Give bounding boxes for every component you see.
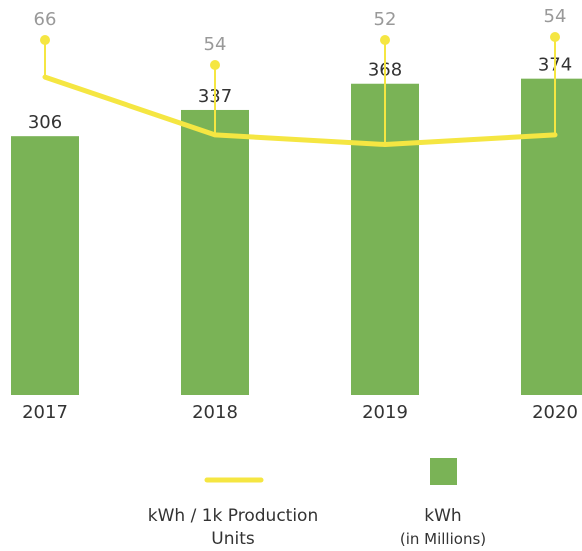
line bbox=[42, 74, 558, 148]
bar bbox=[521, 78, 582, 395]
x-tick-label: 2019 bbox=[362, 402, 408, 423]
x-tick-label: 2020 bbox=[532, 402, 578, 423]
line-value-label: 54 bbox=[544, 6, 567, 27]
bar bbox=[181, 109, 249, 395]
x-tick-label: 2017 bbox=[22, 402, 68, 423]
legend-bar-name: kWh bbox=[424, 506, 462, 526]
line-value-label: 52 bbox=[374, 9, 397, 30]
line-value-label: 66 bbox=[34, 9, 57, 30]
bar-value-label: 306 bbox=[28, 112, 62, 133]
bar bbox=[11, 136, 79, 395]
line-pin-dot bbox=[40, 35, 50, 45]
line-pin-dot bbox=[380, 35, 390, 45]
x-tick-label: 2018 bbox=[192, 402, 238, 423]
line-pin-dot bbox=[550, 32, 560, 42]
legend-bar-swatch bbox=[430, 458, 457, 485]
legend-bar-label: kWh (in Millions) bbox=[373, 505, 513, 551]
legend-bar-unit: (in Millions) bbox=[399, 530, 487, 548]
legend-line-label: kWh / 1k Production Units bbox=[147, 506, 319, 549]
line-pin-dot bbox=[210, 60, 220, 70]
line-value-label: 54 bbox=[204, 34, 227, 55]
